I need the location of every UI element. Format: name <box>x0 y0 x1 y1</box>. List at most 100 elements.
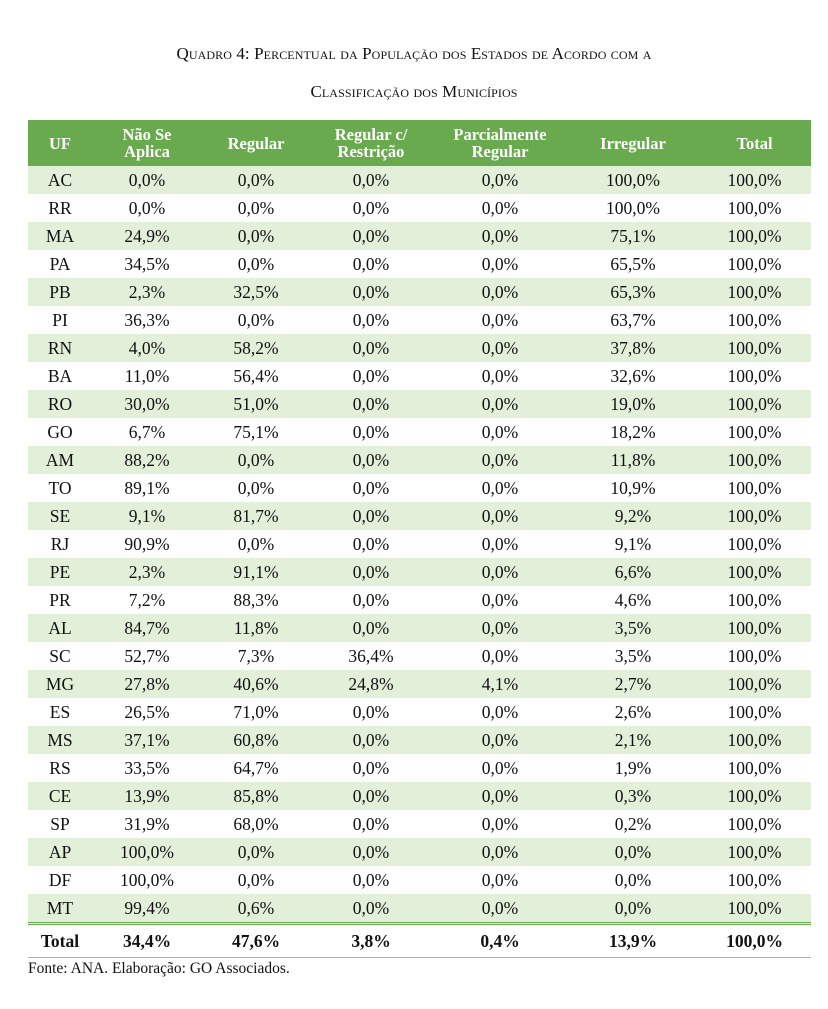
uf-cell: RN <box>28 334 92 362</box>
percent-cell: 0,0% <box>432 362 568 390</box>
percent-cell: 100,0% <box>698 670 811 698</box>
percent-cell: 0,0% <box>310 390 432 418</box>
header-irregular: Irregular <box>568 120 698 166</box>
percent-cell: 100,0% <box>698 810 811 838</box>
percent-cell: 0,0% <box>202 306 310 334</box>
uf-cell: PA <box>28 250 92 278</box>
table-row: PB 2,3% 32,5% 0,0% 0,0% 65,3% 100,0% <box>28 278 811 306</box>
percent-cell: 11,8% <box>202 614 310 642</box>
header-total: Total <box>698 120 811 166</box>
uf-cell: CE <box>28 782 92 810</box>
percent-cell: 0,0% <box>568 894 698 924</box>
table-row: PE 2,3% 91,1% 0,0% 0,0% 6,6% 100,0% <box>28 558 811 586</box>
percent-cell: 0,0% <box>432 614 568 642</box>
percent-cell: 88,3% <box>202 586 310 614</box>
percent-cell: 0,0% <box>568 866 698 894</box>
percent-cell: 0,0% <box>310 278 432 306</box>
percent-cell: 88,2% <box>92 446 202 474</box>
percent-cell: 36,3% <box>92 306 202 334</box>
percent-cell: 4,1% <box>432 670 568 698</box>
percent-cell: 24,8% <box>310 670 432 698</box>
percent-cell: 81,7% <box>202 502 310 530</box>
percent-cell: 90,9% <box>92 530 202 558</box>
percent-cell: 63,7% <box>568 306 698 334</box>
table-row: MG 27,8% 40,6% 24,8% 4,1% 2,7% 100,0% <box>28 670 811 698</box>
table-row: SP 31,9% 68,0% 0,0% 0,0% 0,2% 100,0% <box>28 810 811 838</box>
uf-cell: MG <box>28 670 92 698</box>
uf-cell: SE <box>28 502 92 530</box>
percent-cell: 0,0% <box>432 502 568 530</box>
percent-cell: 100,0% <box>698 502 811 530</box>
percent-cell: 26,5% <box>92 698 202 726</box>
percent-cell: 0,0% <box>202 194 310 222</box>
uf-cell: AC <box>28 166 92 194</box>
percent-cell: 0,0% <box>432 446 568 474</box>
percent-cell: 100,0% <box>698 446 811 474</box>
percent-cell: 100,0% <box>698 558 811 586</box>
percent-cell: 0,0% <box>310 474 432 502</box>
uf-cell: RO <box>28 390 92 418</box>
percent-cell: 65,5% <box>568 250 698 278</box>
percent-cell: 0,0% <box>432 558 568 586</box>
table-caption-line-1: Quadro 4: Percentual da População dos Es… <box>176 44 652 63</box>
table-row: RS 33,5% 64,7% 0,0% 0,0% 1,9% 100,0% <box>28 754 811 782</box>
percent-cell: 7,2% <box>92 586 202 614</box>
header-uf: UF <box>28 120 92 166</box>
uf-cell: MA <box>28 222 92 250</box>
table-row: MA 24,9% 0,0% 0,0% 0,0% 75,1% 100,0% <box>28 222 811 250</box>
table-row: SC 52,7% 7,3% 36,4% 0,0% 3,5% 100,0% <box>28 642 811 670</box>
percent-cell: 10,9% <box>568 474 698 502</box>
percent-cell: 0,0% <box>310 446 432 474</box>
table-row: RR 0,0% 0,0% 0,0% 0,0% 100,0% 100,0% <box>28 194 811 222</box>
percent-cell: 0,0% <box>202 166 310 194</box>
percent-cell: 85,8% <box>202 782 310 810</box>
percent-cell: 36,4% <box>310 642 432 670</box>
percent-cell: 75,1% <box>202 418 310 446</box>
percent-cell: 0,2% <box>568 810 698 838</box>
uf-cell: RS <box>28 754 92 782</box>
percent-cell: 0,0% <box>310 334 432 362</box>
percent-cell: 3,5% <box>568 642 698 670</box>
percent-cell: 31,9% <box>92 810 202 838</box>
percent-cell: 51,0% <box>202 390 310 418</box>
percent-cell: 2,3% <box>92 558 202 586</box>
total-cell: 100,0% <box>698 922 811 958</box>
uf-cell: DF <box>28 866 92 894</box>
percent-cell: 4,6% <box>568 586 698 614</box>
uf-cell: RR <box>28 194 92 222</box>
uf-cell: BA <box>28 362 92 390</box>
percent-cell: 0,0% <box>310 222 432 250</box>
percent-cell: 4,0% <box>92 334 202 362</box>
percent-cell: 60,8% <box>202 726 310 754</box>
percent-cell: 34,5% <box>92 250 202 278</box>
percent-cell: 100,0% <box>698 278 811 306</box>
percent-cell: 91,1% <box>202 558 310 586</box>
percent-cell: 0,0% <box>432 166 568 194</box>
percent-cell: 99,4% <box>92 894 202 924</box>
percent-cell: 6,6% <box>568 558 698 586</box>
percent-cell: 100,0% <box>92 866 202 894</box>
header-nao-se-aplica: Não Se Aplica <box>92 120 202 166</box>
percent-cell: 84,7% <box>92 614 202 642</box>
percent-cell: 2,7% <box>568 670 698 698</box>
percent-cell: 100,0% <box>698 222 811 250</box>
table-row: RN 4,0% 58,2% 0,0% 0,0% 37,8% 100,0% <box>28 334 811 362</box>
percent-cell: 0,0% <box>432 474 568 502</box>
percent-cell: 100,0% <box>698 866 811 894</box>
percent-cell: 0,0% <box>202 446 310 474</box>
percent-cell: 7,3% <box>202 642 310 670</box>
table-total-row: Total 34,4% 47,6% 3,8% 0,4% 13,9% 100,0% <box>28 922 811 958</box>
percent-cell: 100,0% <box>698 838 811 866</box>
percent-cell: 0,0% <box>432 306 568 334</box>
percent-cell: 0,0% <box>310 194 432 222</box>
percent-cell: 0,0% <box>310 726 432 754</box>
population-classification-table: UF Não Se Aplica Regular Regular c/ Rest… <box>28 120 811 958</box>
percent-cell: 2,3% <box>92 278 202 306</box>
percent-cell: 0,0% <box>310 418 432 446</box>
percent-cell: 100,0% <box>698 614 811 642</box>
percent-cell: 0,0% <box>310 502 432 530</box>
header-regular-restricao: Regular c/ Restrição <box>310 120 432 166</box>
percent-cell: 0,0% <box>310 782 432 810</box>
table-row: RO 30,0% 51,0% 0,0% 0,0% 19,0% 100,0% <box>28 390 811 418</box>
percent-cell: 0,0% <box>432 838 568 866</box>
